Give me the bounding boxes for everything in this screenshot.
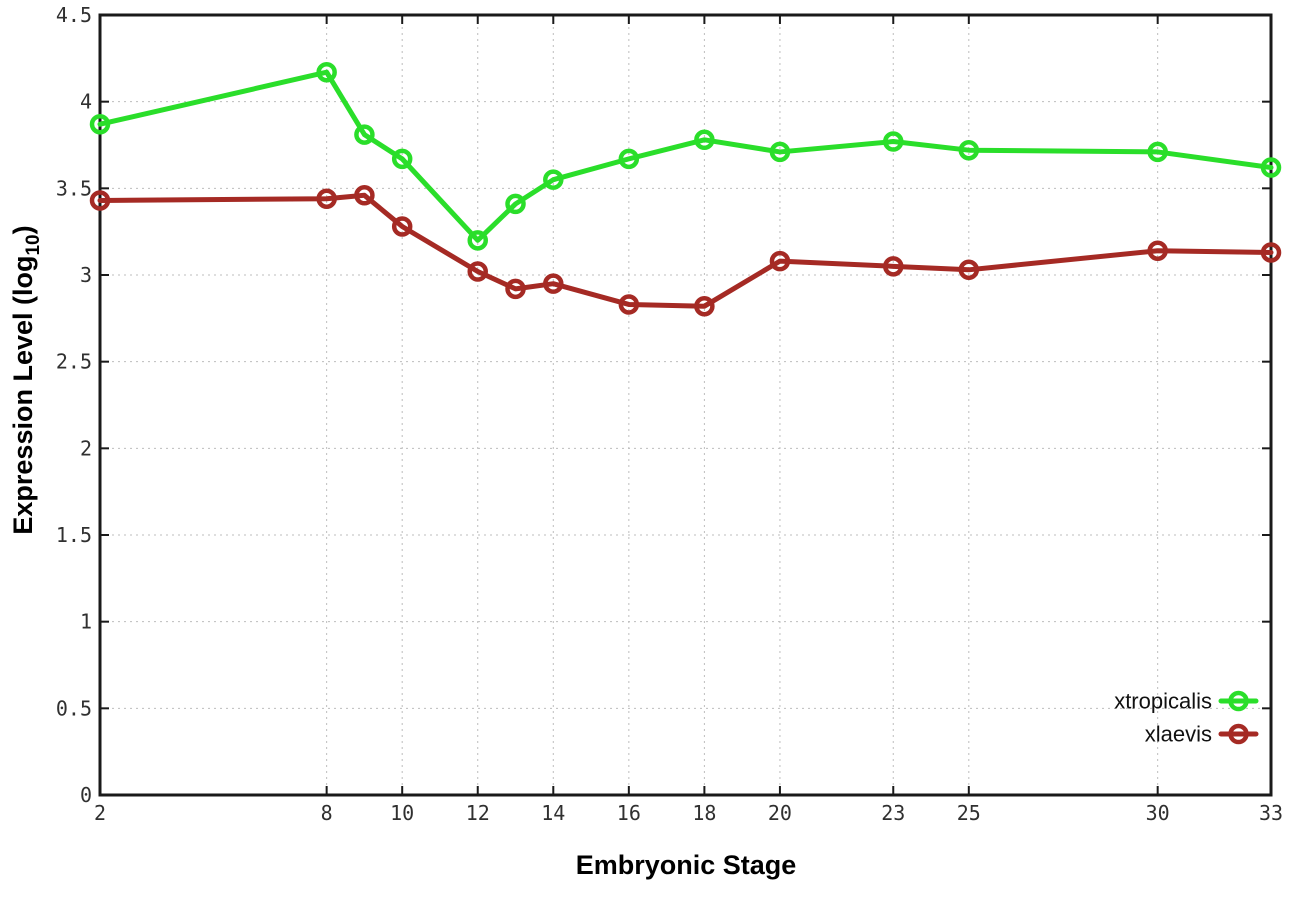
data-point-xtropicalis (505, 193, 526, 215)
data-point-xtropicalis (769, 141, 791, 163)
legend-label-xlaevis: xlaevis (1145, 722, 1212, 747)
y-tick-label: 3 (80, 263, 92, 287)
data-point-xtropicalis (391, 148, 413, 170)
legend-label-xtropicalis: xtropicalis (1114, 689, 1212, 714)
x-tick-label: 12 (466, 801, 490, 825)
tick-labels: 2 8 10 12 14 16 18 20 23 25 30 33 0 0.5 1 1.5 2 2.5 3 3.5 4 4… (56, 3, 1283, 825)
data-point-xtropicalis (316, 61, 337, 83)
x-tick-label: 10 (390, 801, 414, 825)
data-point-xtropicalis (958, 139, 980, 161)
x-tick-label: 18 (692, 801, 716, 825)
series-line-xlaevis (97, 192, 1274, 309)
y-tick-label: 2.5 (56, 350, 92, 374)
plot-border (98, 13, 1273, 797)
data-series (89, 61, 1282, 317)
y-axis-title-close: ) (8, 225, 38, 234)
y-tick-label: 1.5 (56, 523, 92, 547)
y-tick-label: 0 (80, 783, 92, 807)
legend-markers (1218, 690, 1259, 745)
data-point-xtropicalis (354, 124, 375, 145)
data-point-xlaevis (316, 188, 337, 209)
y-axis-title-subscript: 10 (23, 234, 44, 255)
x-tick-label: 8 (321, 801, 333, 825)
data-point-xlaevis (958, 259, 980, 281)
x-tick-label: 25 (957, 801, 981, 825)
data-point-xlaevis (467, 261, 488, 282)
legend-point-sample-xlaevis (1228, 723, 1249, 745)
data-point-xtropicalis (1147, 141, 1168, 163)
y-tick-label: 1 (80, 610, 92, 634)
y-tick-label: 4.5 (56, 3, 92, 27)
data-point-xtropicalis (618, 148, 640, 170)
x-tick-label: 33 (1259, 801, 1283, 825)
data-point-xlaevis (618, 294, 640, 315)
data-point-xlaevis (769, 250, 791, 272)
x-tick-label: 30 (1146, 801, 1170, 825)
legend: xtropicalis xlaevis (1114, 689, 1259, 747)
gridlines (100, 15, 1271, 795)
y-tick-label: 0.5 (56, 696, 92, 720)
series-line-xtropicalis (97, 69, 1274, 243)
data-point-xlaevis (89, 190, 111, 211)
y-tick-label: 3.5 (56, 176, 92, 200)
y-axis-title: Expression Level (log10) (8, 225, 44, 534)
data-point-xlaevis (883, 256, 904, 277)
data-point-xlaevis (391, 216, 413, 237)
data-point-xlaevis (543, 273, 564, 294)
x-tick-label: 20 (768, 801, 792, 825)
data-point-xlaevis (505, 278, 526, 300)
y-axis-title-main: Expression Level (log (8, 256, 38, 535)
y-tick-label: 4 (80, 90, 92, 114)
data-point-xtropicalis (694, 129, 715, 151)
data-point-xtropicalis (543, 169, 564, 190)
legend-point-sample-xtropicalis (1228, 690, 1249, 712)
data-point-xtropicalis (1260, 157, 1282, 178)
data-point-xlaevis (694, 295, 715, 317)
axis-ticks (99, 14, 1272, 796)
x-tick-label: 14 (541, 801, 565, 825)
y-tick-label: 2 (80, 436, 92, 460)
data-point-xlaevis (1147, 240, 1168, 261)
data-point-xlaevis (354, 185, 375, 206)
data-point-xtropicalis (883, 131, 904, 152)
x-tick-label: 16 (617, 801, 641, 825)
data-point-xtropicalis (467, 230, 488, 251)
x-axis-title: Embryonic Stage (576, 850, 797, 880)
data-point-xtropicalis (89, 113, 111, 135)
data-point-xlaevis (1260, 242, 1282, 263)
x-tick-label: 23 (881, 801, 905, 825)
x-tick-label: 2 (94, 801, 106, 825)
